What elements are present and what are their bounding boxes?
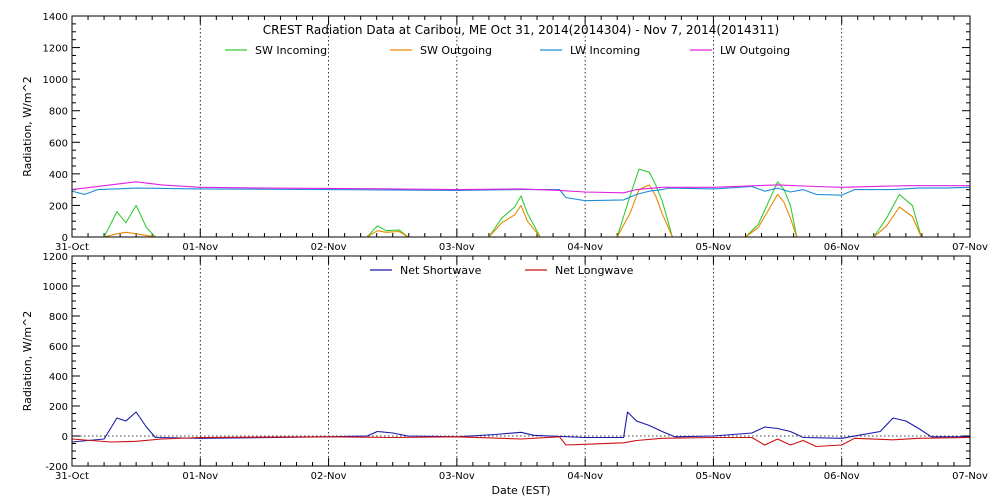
x-tick-label: 06-Nov [824, 242, 860, 253]
x-tick-label: 06-Nov [824, 471, 860, 482]
series-line-lw-outgoing [71, 181, 970, 194]
y-tick-label: 1400 [43, 12, 68, 23]
chart-panel-1: 0 200 400 600 800 1000 1200 1400 31-Oct 01-Nov 02-… [21, 12, 988, 253]
y-tick-label: 1000 [43, 75, 68, 86]
x-tick-label: 01-Nov [182, 242, 218, 253]
legend-label: SW Outgoing [420, 44, 492, 57]
legend-label: SW Incoming [255, 44, 327, 57]
x-tick-label: 31-Oct [55, 242, 89, 253]
x-tick-label: 02-Nov [311, 471, 347, 482]
x-tick-label: 04-Nov [567, 471, 603, 482]
y-tick-label: 0 [62, 233, 68, 244]
plot-frame [71, 15, 971, 238]
x-tick-label: 05-Nov [695, 242, 731, 253]
y-tick-label: 400 [49, 372, 68, 383]
legend-label: Net Shortwave [400, 264, 482, 277]
y-axis-title: Radiation, W/m^2 [21, 76, 34, 177]
y-tick-label: 1200 [43, 44, 68, 55]
chart-title: CREST Radiation Data at Caribou, ME Oct … [263, 23, 780, 37]
series-line-net-shortwave [71, 411, 970, 443]
x-tick-label: 07-Nov [952, 471, 988, 482]
series-line-net-longwave [71, 436, 971, 448]
y-tick-label: 800 [49, 312, 68, 323]
x-tick-label: 01-Nov [182, 471, 218, 482]
y-tick-label: 200 [49, 201, 68, 212]
y-tick-label: 200 [49, 402, 68, 413]
y-tick-label: 600 [49, 138, 68, 149]
y-tick-label: -200 [45, 462, 68, 473]
series-line-sw-outgoing [72, 184, 970, 238]
legend-label: LW Outgoing [720, 44, 790, 57]
y-axis-title: Radiation, W/m^2 [21, 311, 34, 412]
legend-label: Net Longwave [555, 264, 634, 277]
x-tick-label: 03-Nov [439, 242, 475, 253]
x-tick-label: 02-Nov [311, 242, 347, 253]
x-tick-label: 05-Nov [695, 471, 731, 482]
legend-label: LW Incoming [570, 44, 640, 57]
y-tick-label: 600 [49, 342, 68, 353]
y-tick-label: 1000 [43, 282, 68, 293]
series-line-sw-incoming [72, 168, 970, 238]
series-line-lw-incoming [71, 185, 971, 202]
y-tick-label: 0 [62, 432, 68, 443]
x-tick-label: 03-Nov [439, 471, 475, 482]
y-tick-label: 400 [49, 170, 68, 181]
y-tick-label: 800 [49, 107, 68, 118]
chart-panel-2: -200 0 200 400 600 800 1000 1200 31-Oct 01-Nov 02-… [21, 252, 988, 497]
y-tick-label: 1200 [43, 252, 68, 263]
x-axis-title: Date (EST) [491, 484, 550, 497]
x-tick-label: 07-Nov [952, 242, 988, 253]
x-tick-label: 04-Nov [567, 242, 603, 253]
x-tick-label: 31-Oct [55, 471, 89, 482]
plot-frame [71, 255, 971, 467]
